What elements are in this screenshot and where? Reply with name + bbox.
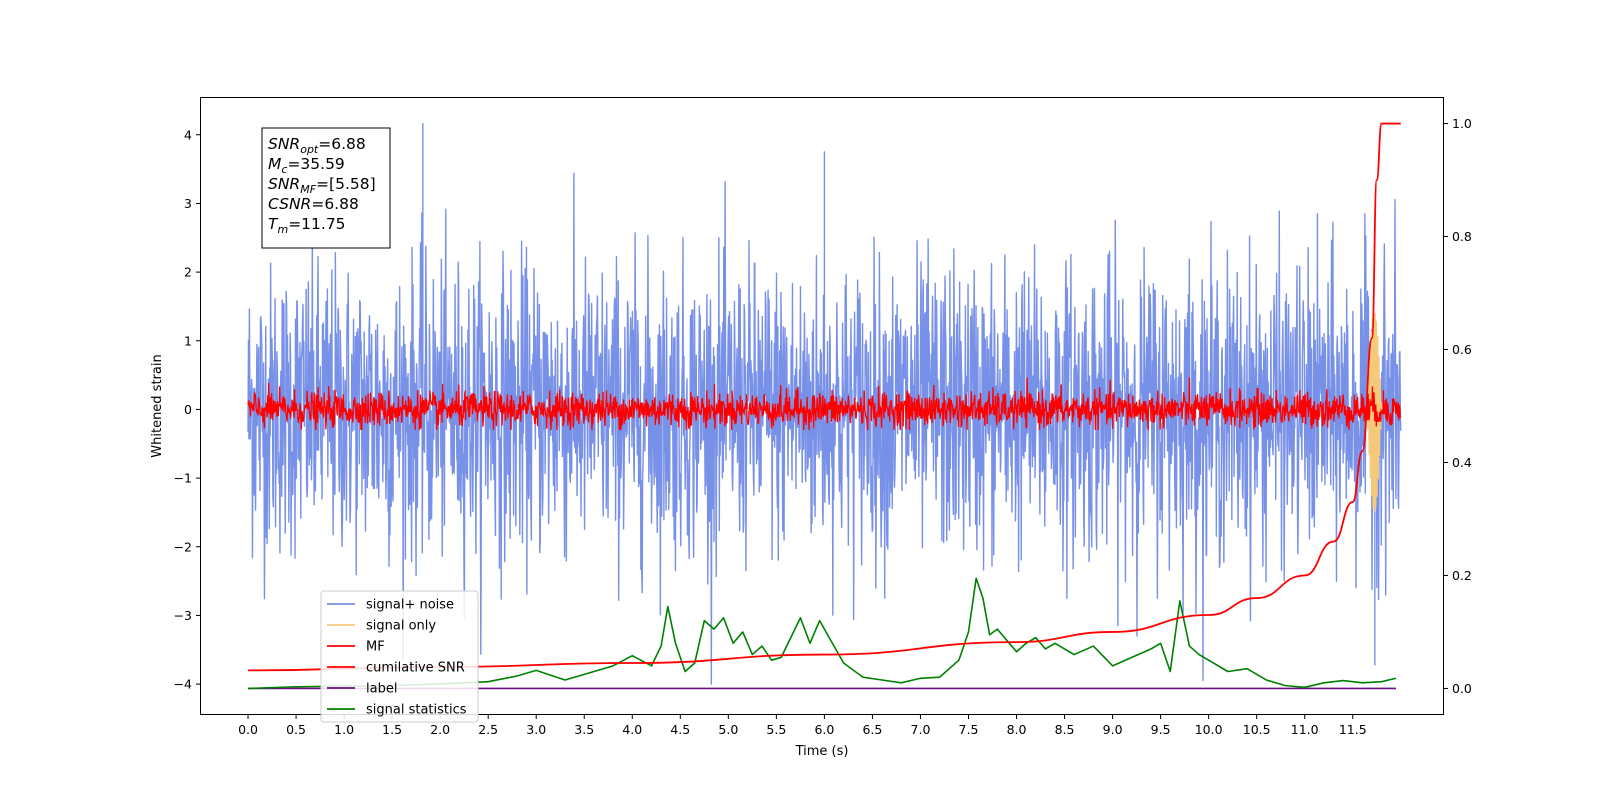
x-tick-label: 1.0 (334, 722, 354, 737)
legend-label: signal statistics (366, 703, 467, 718)
stats-symbol: CSNR (268, 195, 311, 213)
x-tick-label: 2.5 (478, 722, 498, 737)
x-tick-label: 10.5 (1243, 722, 1271, 737)
y2-tick-label: 0.6 (1452, 342, 1472, 357)
x-tick-label: 5.0 (718, 722, 738, 737)
series-cumilative-snr (248, 122, 1401, 672)
stats-line: CSNR=6.88 (268, 195, 359, 213)
x-tick-label: 6.5 (862, 722, 882, 737)
y-tick-label: −4 (174, 677, 192, 692)
x-tick-label: 1.5 (382, 722, 402, 737)
stats-line: Mc=35.59 (268, 155, 345, 176)
stats-value: =6.88 (318, 135, 366, 153)
x-axis-label: Time (s) (795, 744, 849, 759)
x-tick-label: 11.0 (1291, 722, 1319, 737)
y-tick-label: 1 (184, 333, 192, 348)
stats-box-frame (261, 127, 391, 249)
stats-value: =35.59 (287, 155, 344, 173)
data-layer (247, 122, 1402, 690)
x-tick-label: 8.0 (1007, 722, 1027, 737)
x-tick-label: 7.0 (911, 722, 931, 737)
legend-label: label (366, 682, 397, 697)
stats-subscript: c (281, 163, 287, 176)
stats-symbol: M (268, 155, 281, 173)
x-tick-label: 9.5 (1151, 722, 1171, 737)
legend-frame (320, 590, 479, 723)
stats-value: =11.75 (288, 215, 345, 233)
stats-subscript: opt (300, 143, 319, 156)
x-tick-label: 9.0 (1103, 722, 1123, 737)
stats-value: =[5.58] (316, 175, 376, 193)
axes-layer: 0.0 0.5 1.0 1.5 2.0 2.5 3.0 3.5 4.0 4.5 5.0 5.5 6.0 6… (174, 116, 1472, 737)
y-tick-label: 2 (184, 265, 192, 280)
series-signal-plus-noise (247, 123, 1402, 685)
series-signal-only (1366, 312, 1383, 512)
x-tick-label: 6.0 (814, 722, 834, 737)
stats-line: Tm=11.75 (268, 215, 346, 236)
x-tick-label: 5.5 (766, 722, 786, 737)
legend-label: signal only (366, 619, 436, 634)
stats-symbol: SNR (268, 175, 300, 193)
plot-frame (200, 97, 1444, 715)
y-tick-label: −1 (174, 471, 192, 486)
x-tick-label: 11.5 (1339, 722, 1367, 737)
x-tick-label: 7.5 (959, 722, 979, 737)
stats-line: SNRMF=[5.58] (268, 175, 376, 196)
stats-value: =6.88 (311, 195, 359, 213)
y-tick-label: 3 (184, 196, 192, 211)
stats-subscript: m (277, 223, 288, 236)
x-tick-label: 8.5 (1055, 722, 1075, 737)
y2-tick-label: 0.4 (1452, 455, 1472, 470)
legend-label: signal+ noise (366, 598, 454, 613)
y2-tick-label: 0.2 (1452, 568, 1472, 583)
stats-subscript: MF (300, 183, 316, 196)
legend-label: MF (366, 640, 385, 655)
legend: signal+ noise signal only MF cumilative SNR… (320, 590, 479, 723)
y2-tick-label: 1.0 (1452, 116, 1472, 131)
y-tick-label: 0 (184, 402, 192, 417)
x-tick-label: 4.0 (622, 722, 642, 737)
y-axis-label: Whitened strain (150, 354, 165, 457)
legend-label: cumilative SNR (366, 661, 465, 676)
x-tick-label: 3.5 (574, 722, 594, 737)
stats-symbol: T (268, 215, 279, 233)
y2-tick-label: 0.0 (1452, 681, 1472, 696)
y2-tick-label: 0.8 (1452, 229, 1472, 244)
x-tick-label: 2.0 (430, 722, 450, 737)
series-mf (247, 377, 1402, 431)
stats-symbol: SNR (268, 135, 300, 153)
x-tick-label: 3.0 (526, 722, 546, 737)
stats-annotation-box: SNRopt=6.88Mc=35.59SNRMF=[5.58]CSNR=6.88… (261, 127, 391, 249)
stats-line: SNRopt=6.88 (268, 135, 366, 156)
x-tick-label: 4.5 (670, 722, 690, 737)
x-tick-label: 0.0 (238, 722, 258, 737)
x-tick-label: 10.0 (1195, 722, 1223, 737)
x-tick-label: 0.5 (286, 722, 306, 737)
y-tick-label: −2 (174, 539, 192, 554)
y-tick-label: −3 (174, 608, 192, 623)
y-tick-label: 4 (184, 127, 192, 142)
